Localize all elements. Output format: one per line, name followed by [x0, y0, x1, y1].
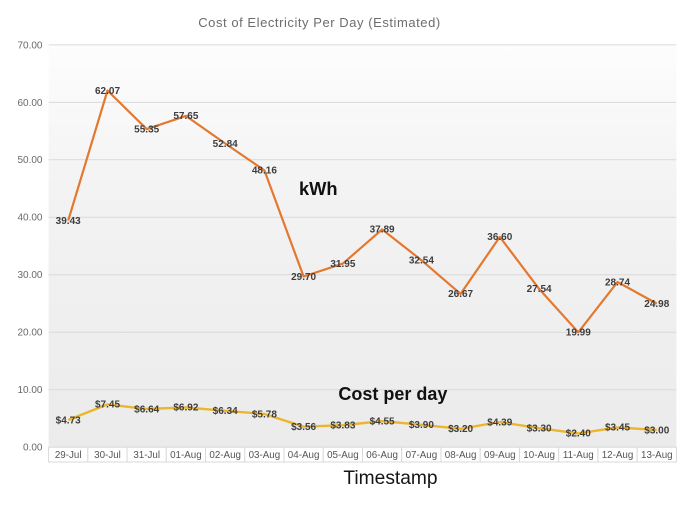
svg-text:09-Aug: 09-Aug [484, 450, 516, 461]
svg-text:03-Aug: 03-Aug [249, 450, 281, 461]
svg-text:12-Aug: 12-Aug [602, 450, 634, 461]
svg-text:08-Aug: 08-Aug [445, 450, 477, 461]
svg-text:$3.90: $3.90 [409, 420, 434, 431]
svg-text:11-Aug: 11-Aug [563, 450, 594, 461]
svg-text:Cost of Electricity Per Day (E: Cost of Electricity Per Day (Estimated) [198, 15, 441, 30]
svg-text:Timestamp: Timestamp [343, 468, 437, 489]
svg-text:60.00: 60.00 [17, 98, 42, 109]
svg-text:$4.55: $4.55 [370, 416, 395, 427]
svg-text:29-Jul: 29-Jul [55, 450, 82, 461]
svg-text:$4.73: $4.73 [56, 415, 81, 426]
svg-text:$3.45: $3.45 [605, 423, 630, 434]
svg-text:10.00: 10.00 [17, 385, 42, 396]
svg-text:$3.83: $3.83 [330, 421, 355, 432]
svg-text:10-Aug: 10-Aug [523, 450, 555, 461]
svg-text:$6.34: $6.34 [213, 406, 238, 417]
svg-text:62.07: 62.07 [95, 86, 120, 97]
svg-text:$3.56: $3.56 [291, 422, 316, 433]
svg-text:$7.45: $7.45 [95, 400, 120, 411]
svg-text:02-Aug: 02-Aug [209, 450, 241, 461]
svg-text:40.00: 40.00 [17, 213, 42, 224]
svg-text:29.70: 29.70 [291, 272, 316, 283]
svg-text:70.00: 70.00 [17, 40, 42, 51]
svg-text:20.00: 20.00 [17, 328, 42, 339]
svg-text:$3.20: $3.20 [448, 424, 473, 435]
svg-text:31-Jul: 31-Jul [133, 450, 160, 461]
svg-text:$2.40: $2.40 [566, 429, 591, 440]
svg-text:28.74: 28.74 [605, 277, 630, 288]
svg-text:48.16: 48.16 [252, 166, 277, 177]
svg-text:27.54: 27.54 [527, 284, 552, 295]
svg-text:30-Jul: 30-Jul [94, 450, 121, 461]
svg-text:$6.92: $6.92 [173, 403, 198, 414]
svg-text:$3.30: $3.30 [527, 424, 552, 435]
svg-text:0.00: 0.00 [23, 443, 43, 454]
svg-text:24.98: 24.98 [644, 299, 669, 310]
svg-text:07-Aug: 07-Aug [406, 450, 438, 461]
svg-text:52.84: 52.84 [213, 139, 238, 150]
svg-text:06-Aug: 06-Aug [366, 450, 398, 461]
svg-text:31.95: 31.95 [330, 259, 355, 270]
svg-text:kWh: kWh [299, 178, 338, 199]
svg-text:$5.78: $5.78 [252, 409, 277, 420]
svg-text:37.89: 37.89 [370, 225, 395, 236]
svg-text:$6.64: $6.64 [134, 404, 159, 415]
svg-text:50.00: 50.00 [17, 155, 42, 166]
svg-text:$3.00: $3.00 [644, 425, 669, 436]
svg-text:30.00: 30.00 [17, 270, 42, 281]
svg-text:Cost per day: Cost per day [338, 384, 447, 404]
svg-text:36.60: 36.60 [487, 232, 512, 243]
svg-text:$4.39: $4.39 [487, 417, 512, 428]
svg-text:55.35: 55.35 [134, 124, 159, 135]
svg-text:13-Aug: 13-Aug [641, 450, 673, 461]
svg-text:32.54: 32.54 [409, 256, 434, 267]
svg-text:05-Aug: 05-Aug [327, 450, 359, 461]
svg-text:57.65: 57.65 [173, 111, 198, 122]
svg-text:26.67: 26.67 [448, 289, 473, 300]
svg-text:04-Aug: 04-Aug [288, 450, 320, 461]
svg-text:19.99: 19.99 [566, 328, 591, 339]
svg-text:01-Aug: 01-Aug [170, 450, 202, 461]
svg-text:39.43: 39.43 [56, 216, 81, 227]
